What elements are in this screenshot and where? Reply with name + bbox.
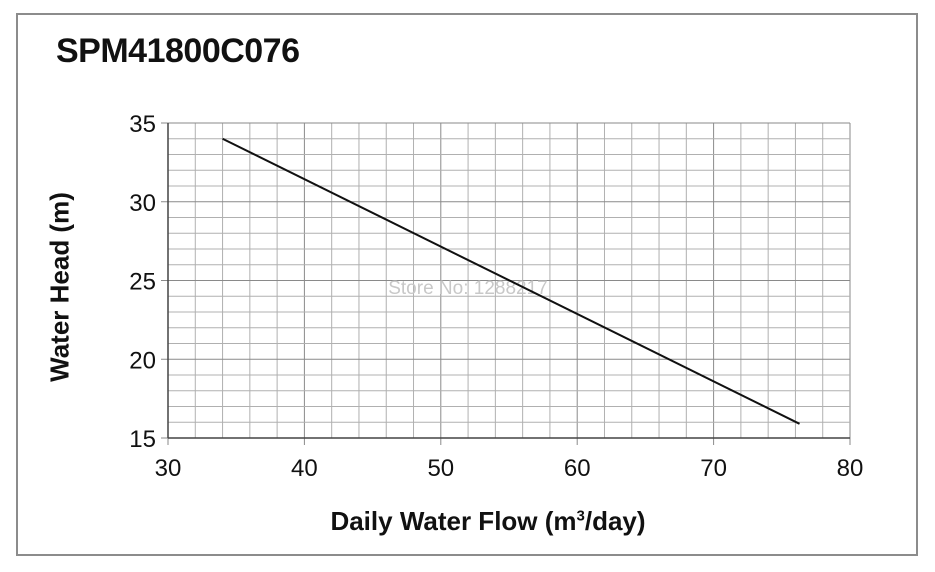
tick-labels: 30 40 50 60 70 80 15 20 25 30 35 [129,111,863,482]
chart-title: SPM41800C076 [56,32,300,70]
x-tick-label: 70 [700,455,727,482]
x-tick-label: 80 [837,455,864,482]
x-tick-label: 50 [427,455,454,482]
x-axis-label: Daily Water Flow (m3/day) [330,506,645,537]
y-tick-label: 15 [129,426,156,453]
series-line [222,137,800,425]
x-axis-label-end: /day) [584,506,646,536]
axes [167,123,850,439]
x-axis-label-superscript: 3 [576,507,585,525]
watermark-text: Store No: 1288217 [388,278,548,299]
series-group [222,137,800,425]
x-tick-label: 60 [564,455,591,482]
x-axis-label-main: Daily Water Flow (m [330,506,577,536]
x-tick-label: 40 [291,455,318,482]
x-tick-label: 30 [155,455,182,482]
y-tick-label: 30 [129,190,156,217]
y-tick-label: 25 [129,269,156,296]
y-tick-label: 35 [129,111,156,138]
y-tick-label: 20 [129,347,156,374]
